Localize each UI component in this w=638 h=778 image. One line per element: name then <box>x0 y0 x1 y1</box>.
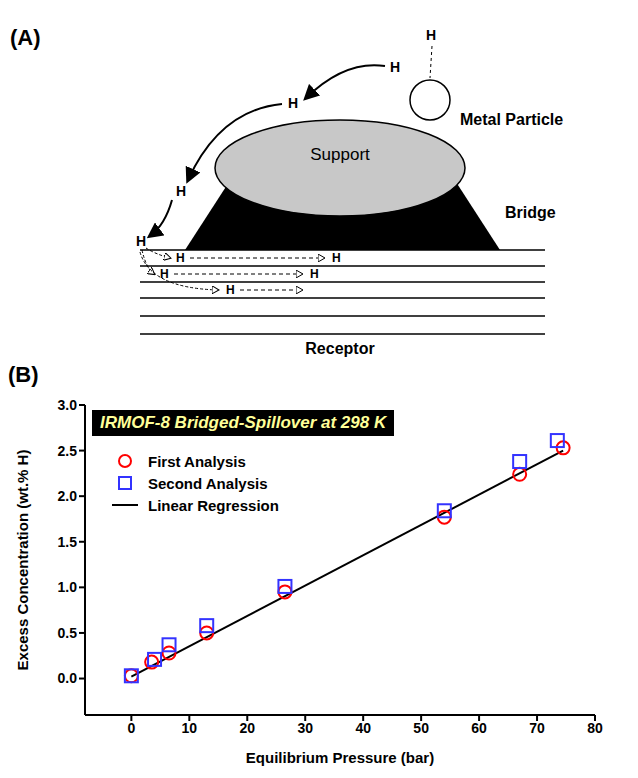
svg-text:H: H <box>176 251 185 265</box>
svg-text:Metal Particle: Metal Particle <box>460 111 563 128</box>
svg-text:70: 70 <box>529 720 545 736</box>
svg-text:H: H <box>288 95 298 111</box>
svg-text:Equilibrium Pressure (bar): Equilibrium Pressure (bar) <box>246 749 434 766</box>
html-text:IRMOF-8 Bridged-Spillover at 2: IRMOF-8 Bridged-Spillover at 298 K <box>100 413 387 432</box>
svg-text:0: 0 <box>127 720 135 736</box>
svg-text:H: H <box>176 183 186 199</box>
svg-text:30: 30 <box>297 720 313 736</box>
html-text:Linear Regression: Linear Regression <box>148 496 279 514</box>
svg-text:60: 60 <box>471 720 487 736</box>
svg-text:2.5: 2.5 <box>58 443 78 459</box>
svg-text:2.0: 2.0 <box>58 488 78 504</box>
svg-text:80: 80 <box>587 720 603 736</box>
svg-text:H: H <box>136 233 146 249</box>
html-text:Second Analysis: Second Analysis <box>148 474 268 492</box>
svg-text:H: H <box>160 267 169 281</box>
svg-text:H: H <box>226 283 235 297</box>
svg-text:10: 10 <box>182 720 198 736</box>
svg-text:H: H <box>332 251 341 265</box>
svg-text:Excess Concentration (wt.% H): Excess Concentration (wt.% H) <box>14 450 31 671</box>
svg-text:20: 20 <box>239 720 255 736</box>
svg-text:3.0: 3.0 <box>58 397 78 413</box>
svg-text:Support: Support <box>310 145 370 164</box>
svg-text:H: H <box>390 59 400 75</box>
svg-text:0.0: 0.0 <box>58 670 78 686</box>
html-text:(B): (B) <box>8 362 39 387</box>
svg-text:H: H <box>426 27 436 43</box>
svg-text:40: 40 <box>355 720 371 736</box>
svg-text:Receptor: Receptor <box>305 340 374 357</box>
svg-text:1.0: 1.0 <box>58 579 78 595</box>
html-text:First Analysis: First Analysis <box>148 452 246 470</box>
svg-text:0.5: 0.5 <box>58 625 78 641</box>
svg-text:50: 50 <box>413 720 429 736</box>
svg-text:(A): (A) <box>10 25 41 50</box>
svg-text:1.5: 1.5 <box>58 534 78 550</box>
svg-text:Bridge: Bridge <box>505 204 556 221</box>
svg-text:H: H <box>310 267 319 281</box>
